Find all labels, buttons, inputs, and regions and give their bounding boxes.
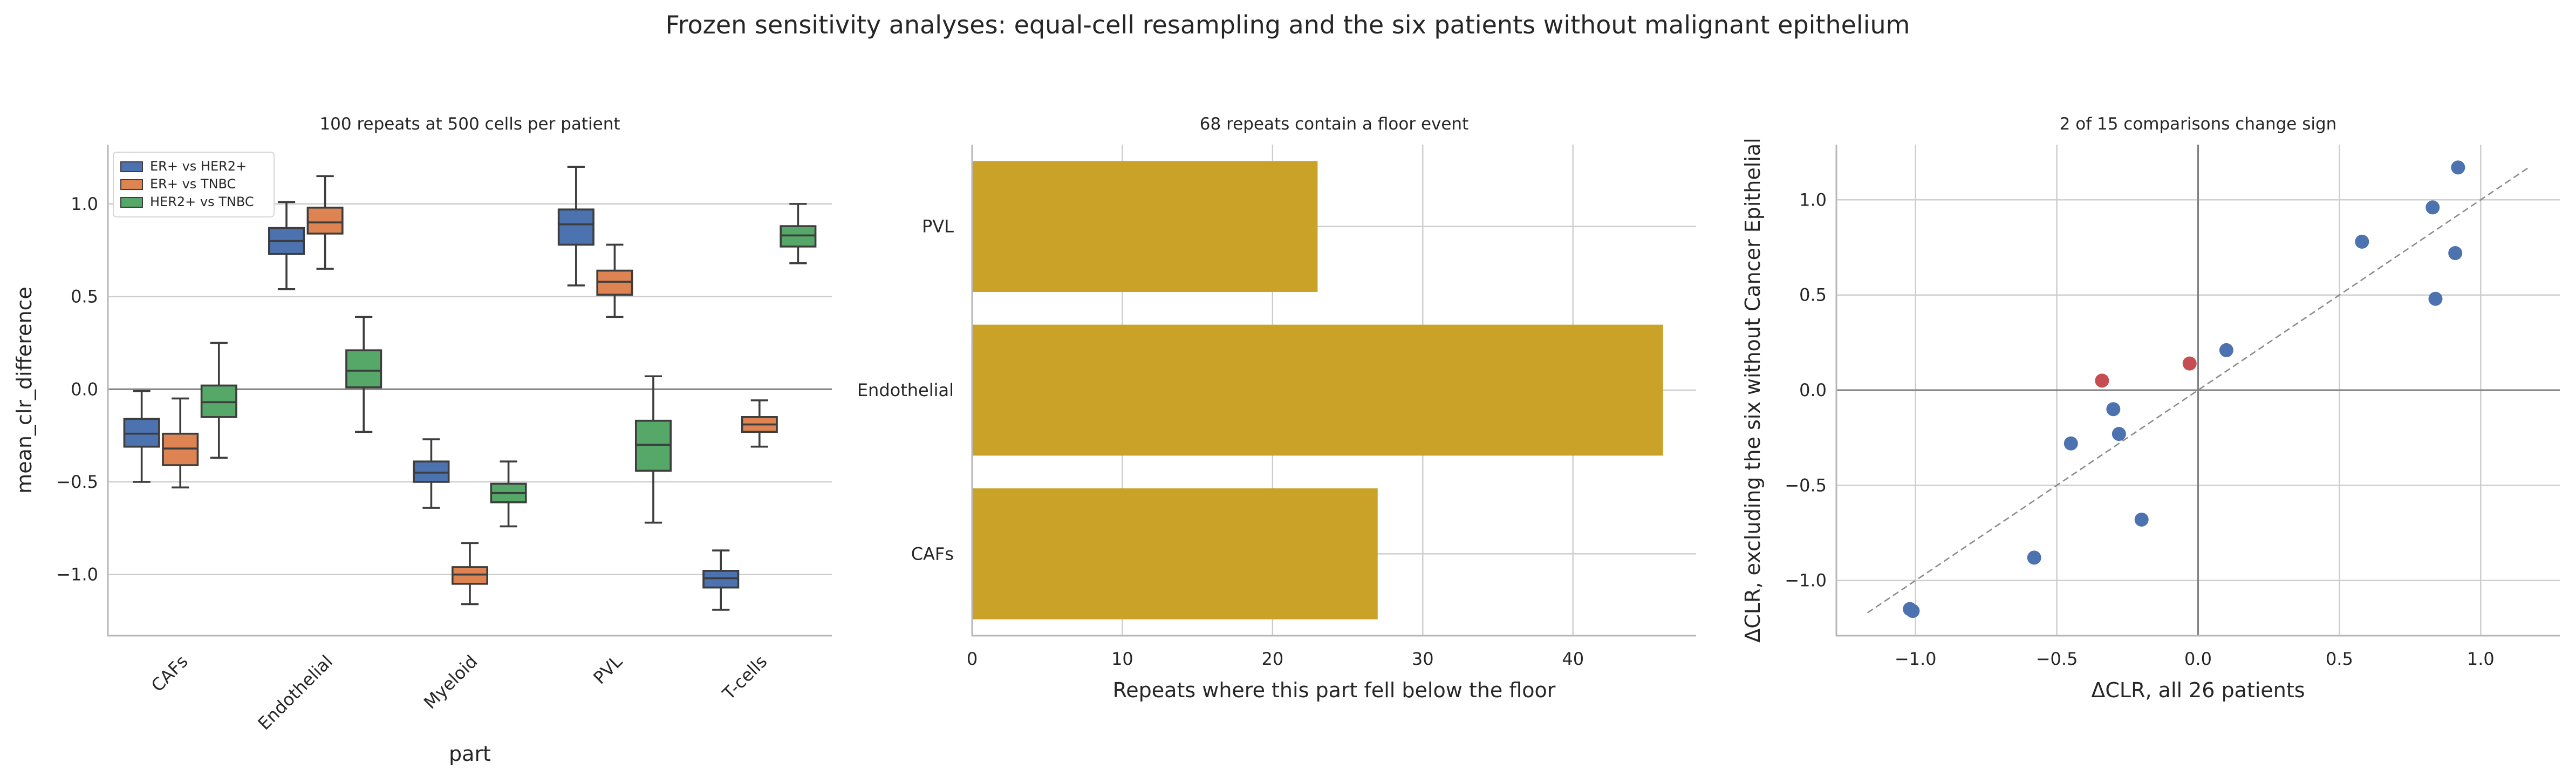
- x-axis-label: part: [449, 742, 491, 766]
- y-tick-label: −0.5: [56, 472, 98, 492]
- point: [2063, 436, 2078, 451]
- panel-title: 68 repeats contain a floor event: [1200, 114, 1468, 134]
- point: [2106, 402, 2121, 417]
- y-tick-label: 0.5: [1799, 285, 1827, 305]
- bar-1: [972, 324, 1663, 456]
- x-tick-label: 40: [1562, 649, 1584, 669]
- y-axis-label: mean_clr_difference: [12, 287, 36, 494]
- x-tick-label: 20: [1261, 649, 1283, 669]
- point: [2027, 550, 2041, 565]
- y-tick-label: 0.5: [71, 287, 98, 307]
- x-tick-label: −1.0: [1895, 649, 1937, 669]
- panel-title: 2 of 15 comparisons change sign: [2060, 114, 2337, 134]
- y-tick-label: CAFs: [911, 543, 954, 564]
- y-axis-label: ΔCLR, excluding the six without Cancer E…: [1741, 138, 1765, 642]
- axes-spine: [1835, 145, 2560, 637]
- x-tick-label: Endothelial: [254, 651, 337, 734]
- point: [2448, 246, 2463, 261]
- x-tick-label: T-cells: [718, 651, 771, 704]
- x-tick-label: 0: [967, 649, 978, 669]
- y-tick-label: −0.5: [1785, 475, 1827, 495]
- legend-swatch: [120, 179, 143, 190]
- y-tick-label: 0.0: [1799, 380, 1827, 400]
- y-tick-label: Endothelial: [857, 380, 954, 400]
- point: [2134, 512, 2149, 527]
- legend-swatch: [120, 197, 143, 208]
- x-tick-label: 30: [1412, 649, 1434, 669]
- x-axis-label: Repeats where this part fell below the f…: [1113, 678, 1556, 702]
- point: [2451, 160, 2465, 175]
- x-tick-label: PVL: [589, 651, 626, 689]
- axes-spine: [971, 145, 1696, 637]
- legend-frame: [113, 152, 275, 217]
- y-tick-label: −1.0: [1785, 570, 1827, 591]
- y-tick-label: 1.0: [1799, 189, 1827, 210]
- y-tick-label: 1.0: [71, 194, 98, 214]
- legend: ER+ vs HER2+ ER+ vs TNBC HER2+ vs TNBC: [113, 152, 275, 217]
- y-tick-label: 0.0: [71, 379, 98, 399]
- point: [2425, 200, 2440, 215]
- bar-2: [972, 488, 1378, 619]
- x-tick-label: Myeloid: [420, 651, 481, 713]
- figure-suptitle: Frozen sensitivity analyses: equal-cell …: [666, 10, 1910, 39]
- point: [1905, 604, 1920, 618]
- legend-label: ER+ vs TNBC: [150, 176, 236, 192]
- box-1-1: [306, 206, 344, 235]
- box-0-3: [557, 208, 595, 246]
- x-tick-label: CAFs: [147, 651, 192, 696]
- x-tick-label: 1.0: [2467, 649, 2495, 669]
- point-sign-change: [2095, 373, 2109, 388]
- point: [2112, 427, 2126, 441]
- x-axis-label: ΔCLR, all 26 patients: [2091, 678, 2305, 702]
- x-tick-label: 0.0: [2184, 649, 2212, 669]
- boxplot-panel: −1.0 −0.5 0.0 0.5 1.0 CAFs Endothelial Myeloid P…: [12, 114, 832, 766]
- point-sign-change: [2182, 356, 2197, 371]
- legend-label: ER+ vs HER2+: [150, 159, 247, 174]
- y-tick-label: −1.0: [56, 564, 98, 585]
- x-tick-label: 0.5: [2326, 649, 2353, 669]
- bar-panel: PVL Endothelial CAFs 0 10 20 30 40 68 repeats co…: [857, 114, 1696, 702]
- legend-label: HER2+ vs TNBC: [150, 194, 254, 209]
- legend-swatch: [120, 161, 143, 172]
- point: [2355, 234, 2369, 249]
- scatter-panel: −1.0 −0.5 0.0 0.5 1.0 −1.0 −0.5 0.0 0.5 1.0 2 of 1…: [1741, 114, 2560, 702]
- box-2-1: [345, 349, 382, 389]
- panel-title: 100 repeats at 500 cells per patient: [319, 114, 620, 134]
- point: [2428, 291, 2443, 306]
- x-tick-label: −0.5: [2036, 649, 2078, 669]
- bar-0: [972, 161, 1318, 292]
- y-tick-label: PVL: [922, 216, 954, 237]
- axes-spine: [107, 145, 832, 637]
- x-tick-label: 10: [1111, 649, 1133, 669]
- point: [2219, 343, 2233, 357]
